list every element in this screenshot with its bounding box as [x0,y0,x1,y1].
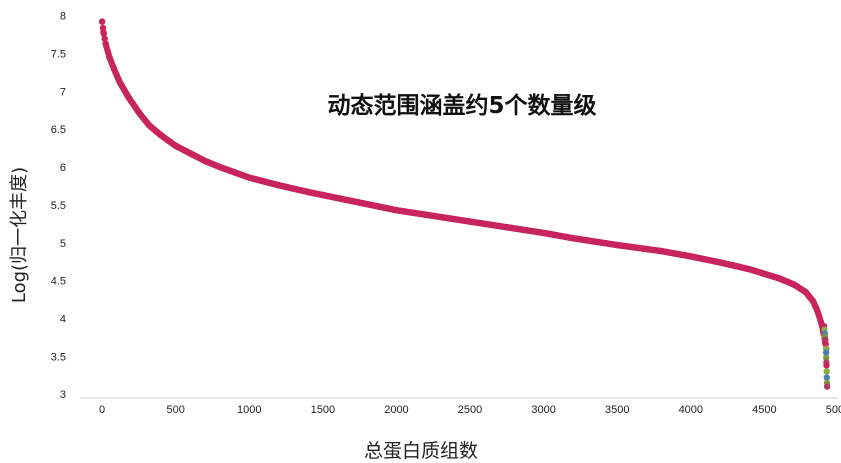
data-point [466,218,474,225]
y-tick-label: 7.5 [51,48,66,60]
data-point [116,79,123,86]
x-axis-label: 总蛋白质组数 [364,440,478,462]
x-tick-label: 4000 [679,404,703,416]
y-tick-label: 5 [60,238,66,250]
x-tick-label: 5000 [826,404,841,416]
data-point [231,169,238,176]
y-tick-label: 6 [60,162,66,174]
x-tick-label: 2500 [458,404,482,416]
data-point [146,122,153,129]
tail-data-point [823,354,830,362]
data-point [422,211,430,218]
data-point [334,194,341,202]
data-point [106,54,113,61]
data-point [102,41,110,48]
data-point [569,235,577,242]
data-point [172,142,179,149]
y-tick-label: 7 [60,86,66,98]
data-point [363,200,371,208]
data-point [802,288,809,296]
data-point [304,188,312,196]
y-tick-label: 4.5 [51,276,66,288]
data-point [814,307,821,315]
tail-data-point [823,383,831,390]
data-point [246,174,253,181]
axes: 0 500 1000 1500 2000 2500 3000 3500 4000 4500 5000… [51,11,841,416]
data-point [746,266,753,273]
x-tick-label: 3000 [531,404,555,416]
tail-data-point [822,349,830,356]
data-point [614,241,621,249]
x-tick-label: 2000 [384,404,408,416]
data-point [658,247,665,255]
data-point [540,229,547,237]
chart-annotation: 动态范围涵盖约5个数量级 [327,92,596,119]
y-tick-label: 6.5 [51,124,66,136]
x-tick-label: 1000 [237,404,261,416]
x-tick-label: 4500 [752,404,776,416]
data-point [101,35,108,42]
y-tick-label: 8 [60,11,66,23]
y-tick-label: 5.5 [51,200,66,212]
data-point [511,225,518,232]
data-point [790,281,797,288]
y-tick-label: 4 [60,313,66,325]
data-point [135,109,143,116]
tail-data-point [823,362,830,369]
data-point [717,259,724,266]
x-tick-label: 3500 [605,404,629,416]
y-tick-label: 3.5 [51,351,66,363]
data-point [125,94,132,101]
tail-data-point [822,341,829,348]
y-tick-label: 3 [60,389,66,401]
data-point [687,253,694,260]
tail-data-point [823,374,830,381]
data-point [201,157,209,165]
plot-area [98,18,831,390]
y-axis-label: Log(归一化丰度) [9,167,30,303]
data-point [110,65,118,72]
data-point [275,182,282,189]
data-point [775,275,783,282]
data-point [157,132,165,139]
data-point [98,18,106,25]
data-point [216,163,223,171]
x-tick-label: 0 [99,404,105,416]
data-point [100,29,107,36]
x-tick-label: 1500 [311,404,335,416]
data-point [393,207,400,214]
data-point [809,297,817,305]
tail-data-point [823,368,830,375]
data-point [187,150,194,157]
x-tick-label: 500 [166,404,184,416]
